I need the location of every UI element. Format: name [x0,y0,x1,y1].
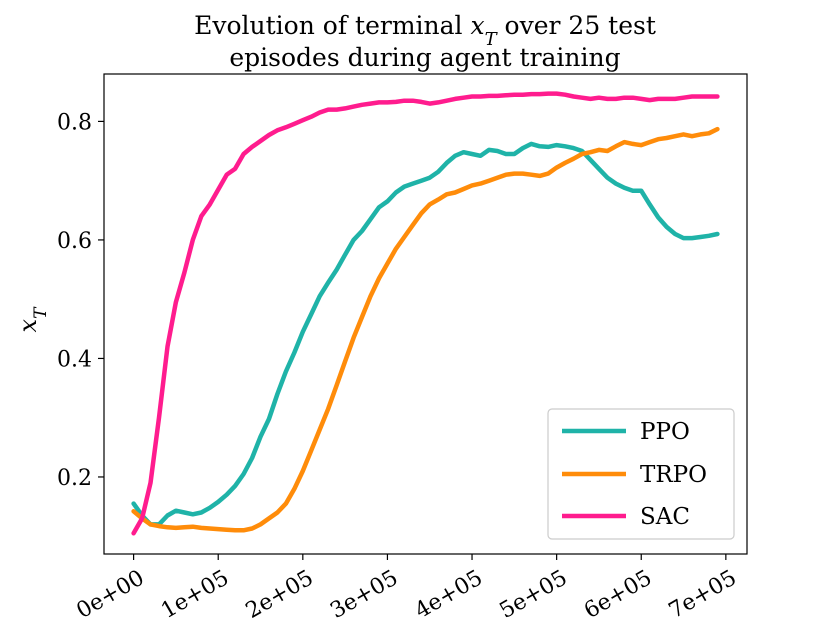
x-tick-label: 0e+00 [72,566,148,623]
legend-label-sac: SAC [640,504,690,530]
series-line-ppo [131,141,720,527]
y-axis: 0.2 0.4 0.6 0.8 [57,110,104,491]
x-tick-label: 4e+05 [411,566,487,623]
x-tick-label: 1e+05 [157,566,233,623]
legend-box [547,408,735,540]
chart-title-line-2: episodes during agent training [229,43,620,72]
y-tick-label: 0.8 [57,110,92,135]
x-tick-label: 6e+05 [580,566,656,623]
x-tick-label: 3e+05 [326,566,402,623]
x-tick-label: 5e+05 [496,566,572,623]
y-tick-label: 0.6 [57,229,92,254]
series-line-trpo [131,126,720,533]
x-tick-label: 2e+05 [242,566,318,623]
legend-label-ppo: PPO [640,419,690,445]
series-layer [131,91,720,536]
y-axis-label: xT [14,306,51,333]
y-tick-label: 0.2 [57,466,92,491]
plot-frame [103,73,748,555]
legend-label-trpo: TRPO [640,462,707,488]
chart-title: Evolution of terminal xT over 25 test ep… [194,11,656,72]
series-line-sac [131,91,720,536]
y-tick-label: 0.4 [57,347,92,372]
x-axis: 0e+00 1e+05 2e+05 3e+05 4e+05 5e+05 6e+05 7e+05 [72,554,741,623]
legend: PPO TRPO SAC [547,408,735,540]
x-tick-label: 7e+05 [665,566,741,623]
